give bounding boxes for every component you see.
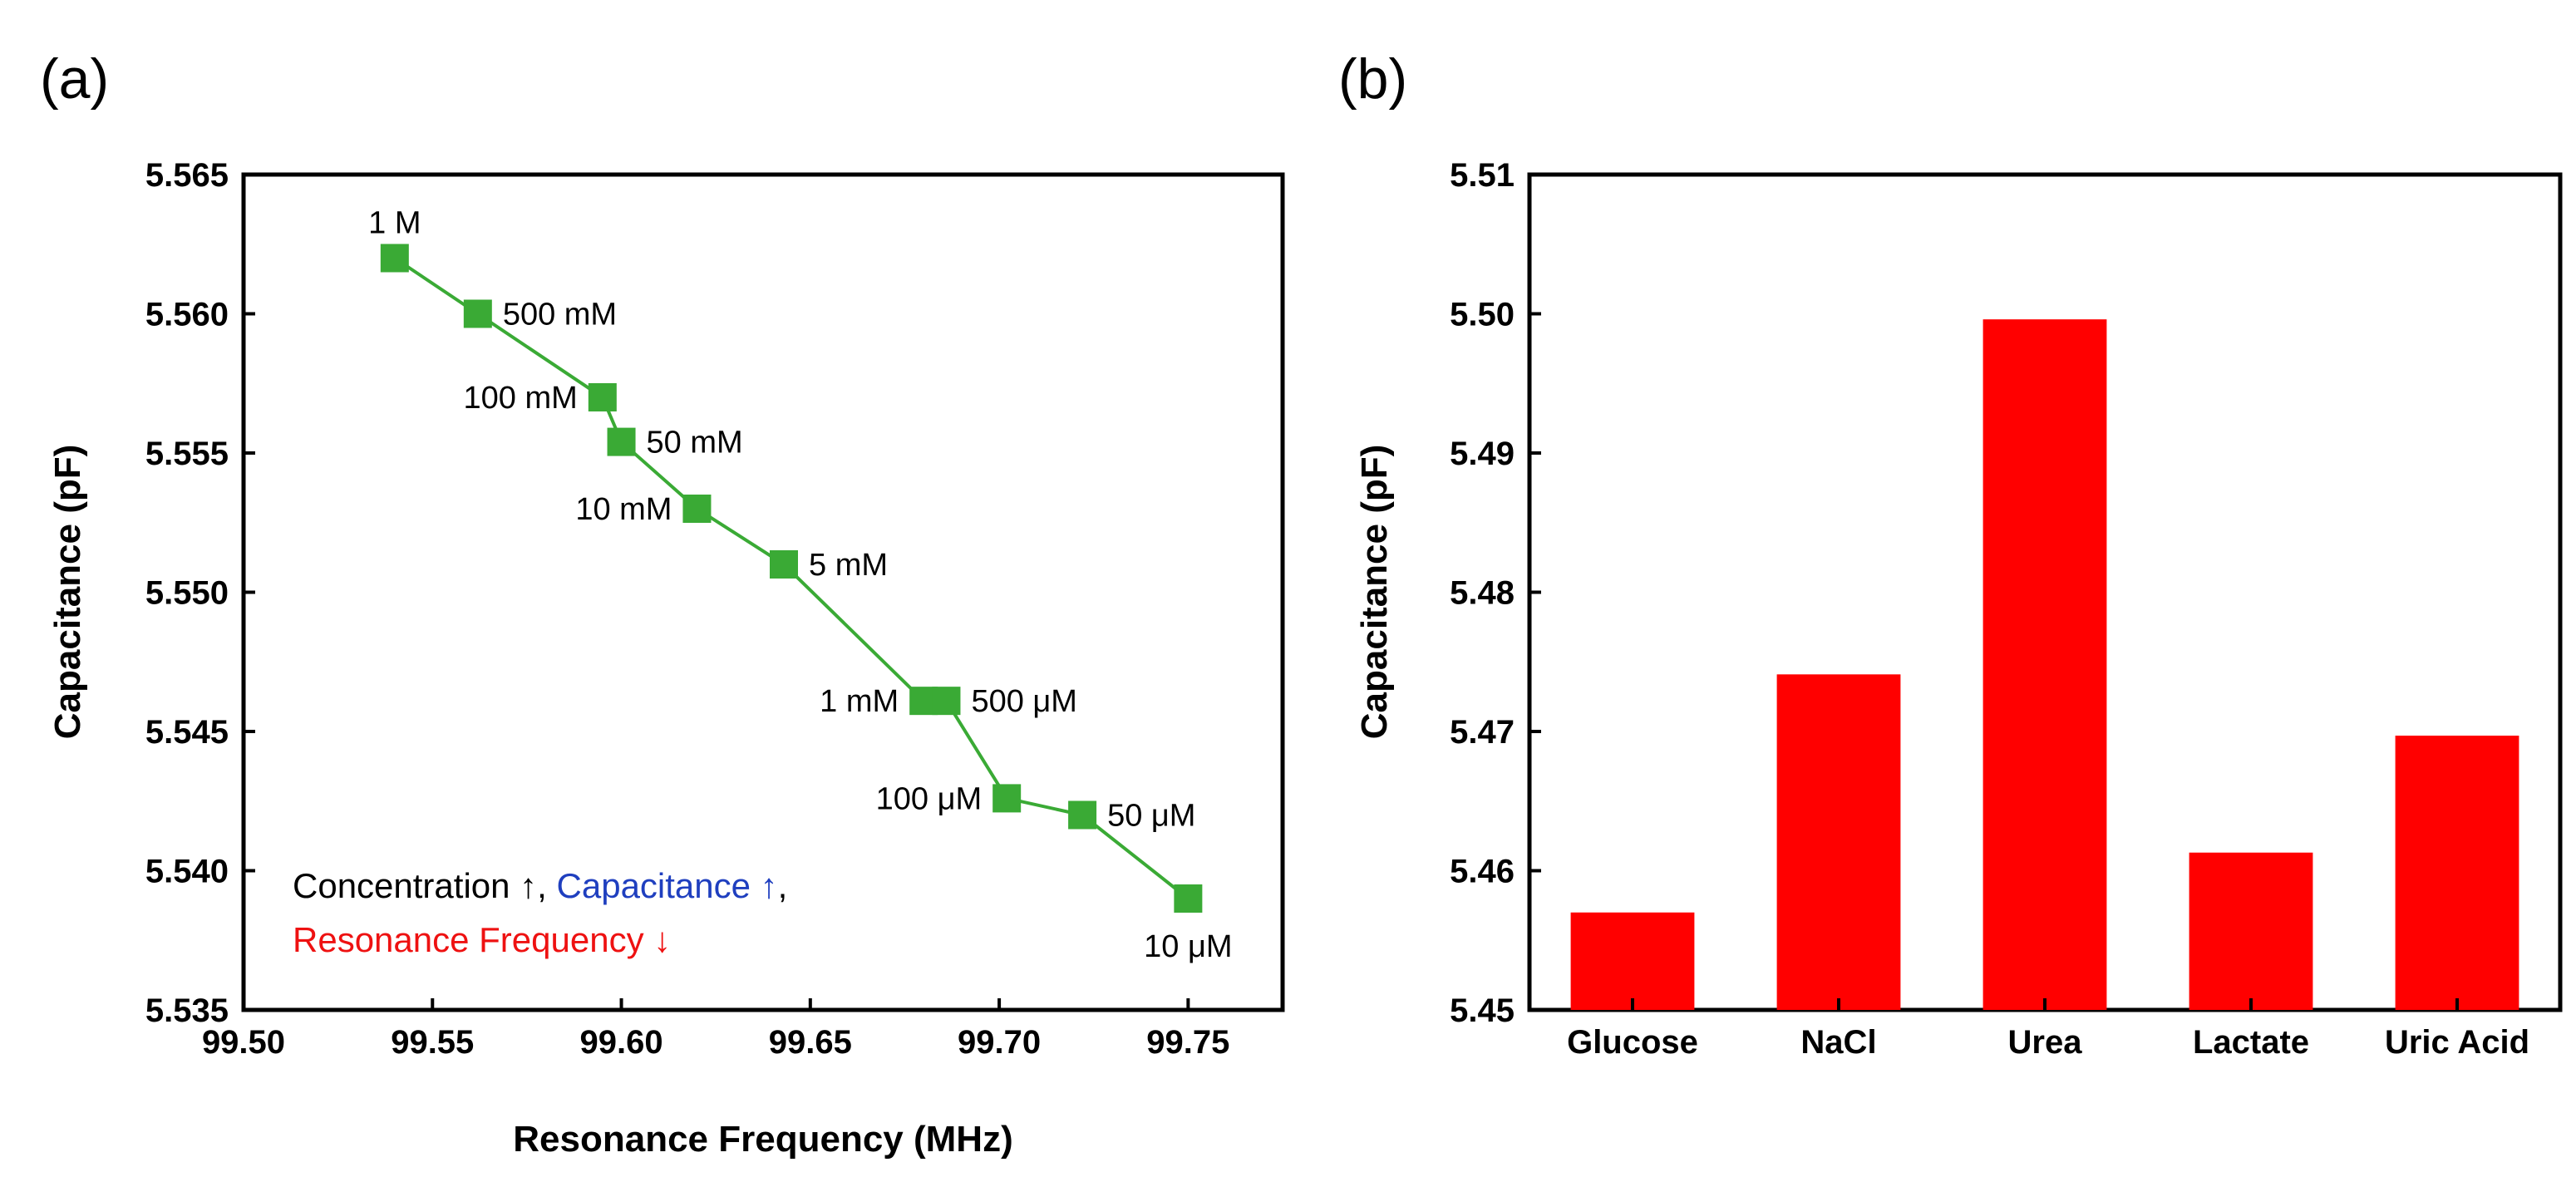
bar-glucose (1570, 912, 1695, 1010)
x-tick-label: 99.65 (769, 1024, 852, 1061)
panel-a-y-axis-title: Capacitance (pF) (47, 445, 88, 740)
annotation-separator-1: , (537, 866, 556, 905)
panel-a-x-axis-title: Resonance Frequency (MHz) (513, 1119, 1012, 1160)
category-label: Lactate (2193, 1024, 2309, 1061)
data-point-marker (463, 299, 492, 328)
data-point-label: 50 mM (647, 426, 743, 460)
y-tick-label: 5.51 (1450, 157, 1515, 194)
trend-annotation-line2: Resonance Frequency ↓ (293, 920, 671, 959)
y-tick-label: 5.540 (145, 854, 229, 890)
bar-nacl (1776, 674, 1901, 1010)
data-point-label: 5 mM (809, 548, 888, 583)
panel-b-y-axis-title: Capacitance (pF) (1354, 445, 1395, 740)
bar-uric-acid (2395, 736, 2519, 1010)
y-tick-label: 5.47 (1450, 714, 1515, 751)
data-point-marker (380, 244, 409, 273)
y-tick-label: 5.46 (1450, 854, 1515, 890)
annotation-capacitance: Capacitance ↑ (557, 866, 778, 905)
data-point-marker (607, 427, 636, 456)
panel-b-bar-chart: Glucose NaCl Urea Lactate Uric Acid 5.45 5.46 5… (1354, 157, 2563, 1061)
bar-urea (1982, 319, 2107, 1010)
data-point-label: 10 mM (575, 492, 672, 527)
category-label: NaCl (1800, 1024, 1876, 1061)
panel-b-label: (b) (1338, 47, 1407, 111)
y-tick-label: 5.545 (145, 714, 229, 751)
data-point-label: 100 μM (876, 781, 983, 816)
category-label: Urea (2008, 1024, 2083, 1061)
data-point-marker (1174, 884, 1203, 913)
data-point-marker (992, 784, 1022, 813)
annotation-resonance-frequency: Resonance Frequency ↓ (293, 920, 671, 959)
data-point-label: 1 mM (820, 684, 899, 719)
data-point-label: 10 μM (1144, 929, 1232, 964)
annotation-concentration: Concentration ↑ (293, 866, 537, 905)
y-tick-label: 5.45 (1450, 992, 1515, 1029)
data-point-marker (1068, 800, 1097, 830)
y-tick-label: 5.50 (1450, 297, 1515, 333)
x-tick-label: 99.60 (579, 1024, 662, 1061)
y-tick-label: 5.565 (145, 157, 229, 194)
bar-lactate (2189, 852, 2313, 1010)
x-tick-label: 99.50 (202, 1024, 285, 1061)
data-point-marker (770, 550, 798, 579)
trend-annotation-line1: Concentration ↑, Capacitance ↑, (293, 866, 787, 905)
data-point-marker (932, 687, 961, 716)
data-point-label: 50 μM (1107, 799, 1195, 834)
y-tick-label: 5.550 (145, 575, 229, 612)
y-tick-label: 5.49 (1450, 436, 1515, 472)
panel-a-line-chart: 99.50 99.55 99.60 99.65 99.70 99.75 5.535 5.540… (47, 157, 1285, 1160)
y-tick-label: 5.560 (145, 297, 229, 333)
y-tick-label: 5.48 (1450, 575, 1515, 612)
y-tick-label: 5.535 (145, 992, 229, 1029)
annotation-separator-2: , (778, 866, 788, 905)
data-point-marker (682, 495, 712, 523)
x-tick-label: 99.70 (958, 1024, 1041, 1061)
data-point-label: 100 mM (464, 381, 578, 416)
data-point-label: 500 mM (503, 298, 617, 332)
x-tick-label: 99.75 (1146, 1024, 1229, 1061)
data-point-marker (588, 383, 617, 411)
category-label: Glucose (1567, 1024, 1698, 1061)
y-tick-label: 5.555 (145, 436, 229, 472)
data-point-label: 1 M (368, 206, 421, 241)
data-point-label: 500 μM (971, 684, 1077, 719)
category-label: Uric Acid (2385, 1024, 2529, 1061)
x-tick-label: 99.55 (391, 1024, 474, 1061)
panel-a-label: (a) (40, 47, 109, 111)
